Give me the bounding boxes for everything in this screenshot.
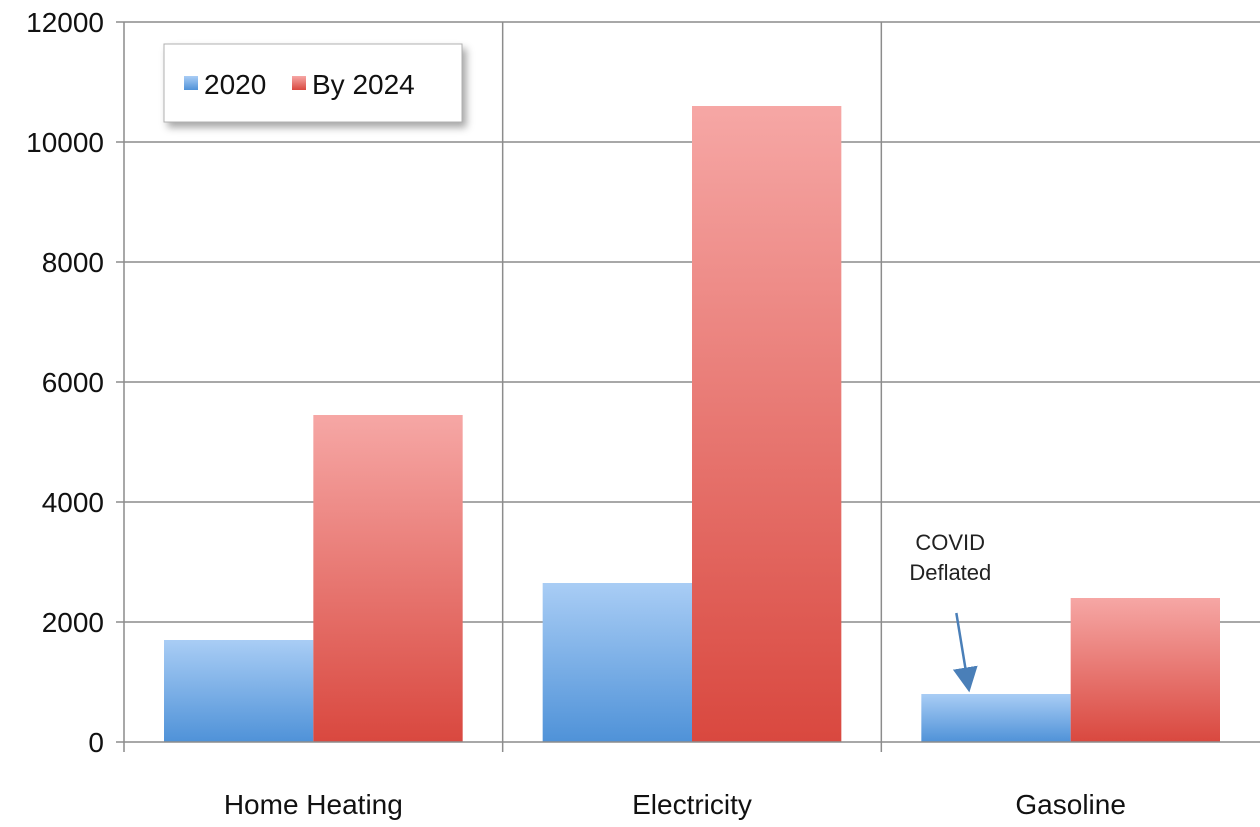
bar-electricity-2020 (542, 583, 692, 742)
legend-swatch (184, 76, 198, 90)
y-tick-label: 12000 (26, 7, 104, 38)
bars (164, 106, 1220, 742)
bar-home-heating-by-2024 (313, 415, 463, 742)
legend-box (163, 43, 463, 123)
x-tick-label: Electricity (632, 789, 752, 820)
y-tick-label: 8000 (42, 247, 104, 278)
bar-home-heating-2020 (164, 640, 314, 742)
y-tick-label: 10000 (26, 127, 104, 158)
y-tick-label: 0 (88, 727, 104, 758)
legend-label: By 2024 (312, 69, 415, 100)
legend-swatch (292, 76, 306, 90)
bar-gasoline-2020 (921, 694, 1071, 742)
x-tick-label: Gasoline (1015, 789, 1126, 820)
x-tick-label: Home Heating (224, 789, 403, 820)
annotation-arrow (952, 612, 978, 693)
axes: 0 2000 4000 6000 8000 10000 12000 Home Heating E… (26, 7, 1260, 820)
annotation-text: COVID Deflated (909, 530, 991, 585)
y-tick-label: 6000 (42, 367, 104, 398)
y-tick-label: 2000 (42, 607, 104, 638)
annotations: COVID Deflated (909, 530, 991, 693)
legend-label: 2020 (204, 69, 266, 100)
bar-electricity-by-2024 (692, 106, 842, 742)
bar-gasoline-by-2024 (1070, 598, 1220, 742)
y-tick-label: 4000 (42, 487, 104, 518)
legend: 2020 By 2024 (163, 43, 463, 123)
